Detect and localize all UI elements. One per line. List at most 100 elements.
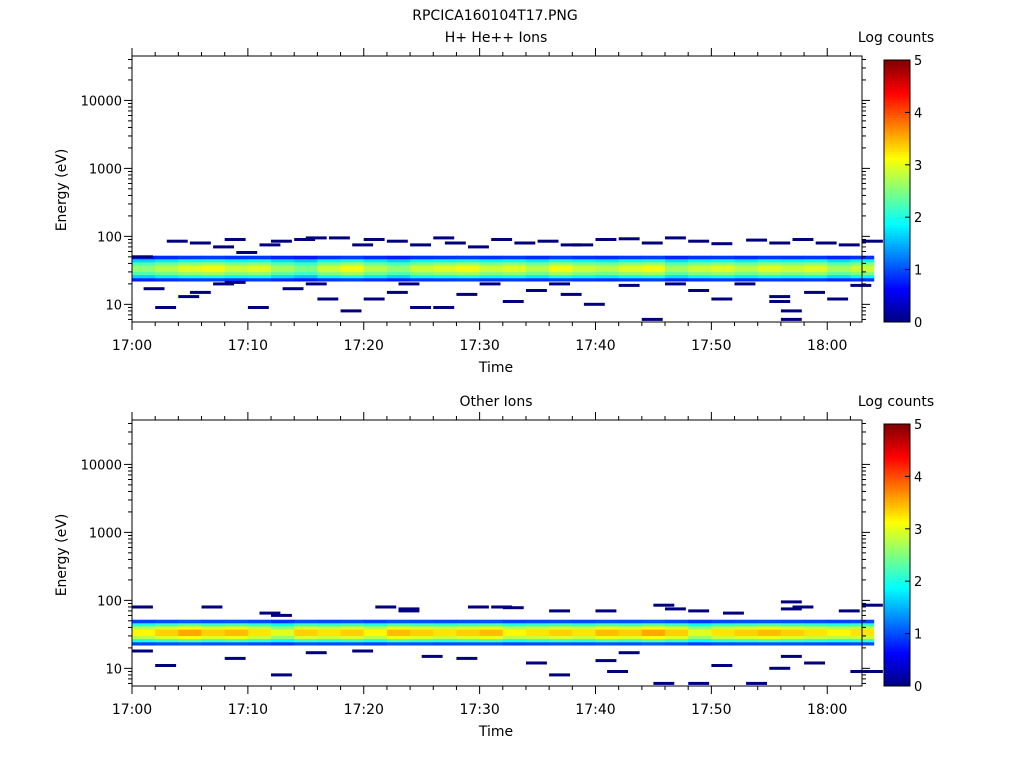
spectrogram-cell — [294, 265, 318, 269]
colorbar-step — [884, 476, 910, 480]
spectrogram-cell — [734, 632, 759, 636]
spectrogram-cell — [526, 629, 550, 633]
spectrogram-cell — [132, 265, 156, 269]
colorbar-step — [884, 638, 910, 642]
colorbar-step — [884, 217, 910, 221]
sporadic-count-mark — [688, 681, 710, 685]
spectrogram-cell — [641, 271, 666, 276]
spectrogram-cell — [711, 262, 736, 266]
spectrogram-cell — [294, 629, 318, 633]
x-tick-label: 17:50 — [691, 338, 731, 354]
spectrogram-cell — [734, 641, 759, 646]
sporadic-count-mark — [224, 238, 246, 241]
sporadic-count-mark — [132, 605, 153, 609]
spectrogram-cell — [410, 271, 434, 276]
colorbar-step — [884, 162, 910, 166]
spectrogram-cell — [201, 619, 226, 624]
spectrogram-cell — [502, 638, 527, 643]
colorbar-step — [884, 308, 910, 312]
colorbar-step — [884, 225, 910, 229]
sporadic-count-mark — [468, 605, 489, 609]
spectrogram-cell — [595, 255, 620, 260]
spectrogram-cell — [804, 265, 828, 269]
spectrogram-cell — [456, 635, 481, 640]
colorbar-step — [884, 293, 910, 297]
spectrogram-cell — [433, 268, 458, 272]
spectrogram-cell — [247, 641, 272, 646]
spectrogram-cell — [247, 271, 272, 276]
spectrogram-cell — [363, 635, 388, 640]
spectrogram-cell — [572, 255, 597, 260]
sporadic-count-mark — [560, 292, 582, 296]
spectrogram-cell — [780, 629, 805, 633]
colorbar-step — [884, 75, 910, 79]
spectrogram-cell — [572, 632, 597, 636]
spectrogram-cell — [595, 274, 620, 279]
spectrogram-cell — [757, 258, 782, 263]
spectrogram-cell — [641, 277, 666, 282]
spectrogram-cell — [665, 632, 689, 636]
spectrogram-cell — [502, 268, 527, 272]
spectrogram-cell — [224, 271, 249, 276]
sporadic-count-mark — [862, 670, 883, 673]
sporadic-count-mark — [305, 282, 327, 286]
colorbar-step — [884, 610, 910, 614]
spectrogram-cell — [734, 268, 759, 272]
colorbar-step — [884, 125, 910, 129]
colorbar-step — [884, 678, 910, 682]
sporadic-count-mark — [583, 302, 605, 306]
colorbar-step — [884, 70, 910, 74]
colorbar-step — [884, 266, 910, 270]
spectrogram-cell — [271, 629, 295, 633]
spectrogram-cell — [711, 629, 736, 633]
sporadic-count-mark — [618, 283, 640, 287]
spectrogram-cell — [317, 265, 342, 269]
colorbar-step — [884, 269, 910, 273]
spectrogram-cell — [224, 641, 249, 646]
spectrogram-cell — [526, 619, 550, 624]
spectrogram-cell — [502, 265, 527, 269]
sporadic-count-mark — [838, 243, 860, 247]
colorbar-step — [884, 83, 910, 87]
colorbar-step — [884, 67, 910, 71]
y-tick-label: 10000 — [81, 458, 122, 473]
colorbar-step — [884, 568, 910, 572]
spectrogram-cell — [132, 626, 156, 630]
spectrogram-cell — [572, 629, 597, 633]
spectrogram-cell — [572, 277, 597, 282]
colorbar-step — [884, 589, 910, 593]
colorbar-step — [884, 633, 910, 637]
colorbar-step — [884, 644, 910, 648]
sporadic-count-mark — [259, 611, 281, 615]
spectrogram-cell — [827, 626, 851, 630]
spectrogram-cell — [410, 268, 434, 272]
spectrogram-cell — [572, 271, 597, 276]
spectrogram-cell — [618, 277, 643, 282]
spectrogram-cell — [804, 626, 828, 630]
spectrogram-cell — [618, 258, 643, 263]
spectrogram-cell — [688, 268, 712, 272]
colorbar-step — [884, 583, 910, 587]
colorbar-tick-label: 3 — [914, 523, 922, 538]
colorbar-step — [884, 149, 910, 153]
sporadic-count-mark — [560, 243, 582, 247]
sporadic-count-mark — [769, 666, 791, 670]
spectrogram-cell — [224, 638, 249, 643]
spectrogram-cell — [155, 265, 179, 269]
spectrogram-cell — [456, 258, 481, 263]
spectrogram-cell — [386, 255, 411, 260]
spectrogram-cell — [433, 265, 458, 269]
spectrogram-cell — [711, 638, 736, 643]
colorbar-step — [884, 468, 910, 472]
spectrogram-cell — [780, 619, 805, 624]
spectrogram-cell — [595, 626, 620, 630]
colorbar-tick-label: 5 — [914, 418, 922, 433]
spectrogram-cell — [433, 277, 458, 282]
spectrogram-cell — [688, 622, 712, 627]
spectrogram-cell — [757, 262, 782, 266]
spectrogram-cell — [271, 274, 295, 279]
spectrogram-cell — [502, 635, 527, 640]
colorbar-step — [884, 429, 910, 433]
spectrogram-cell — [363, 622, 388, 627]
spectrogram-cell — [201, 626, 226, 630]
